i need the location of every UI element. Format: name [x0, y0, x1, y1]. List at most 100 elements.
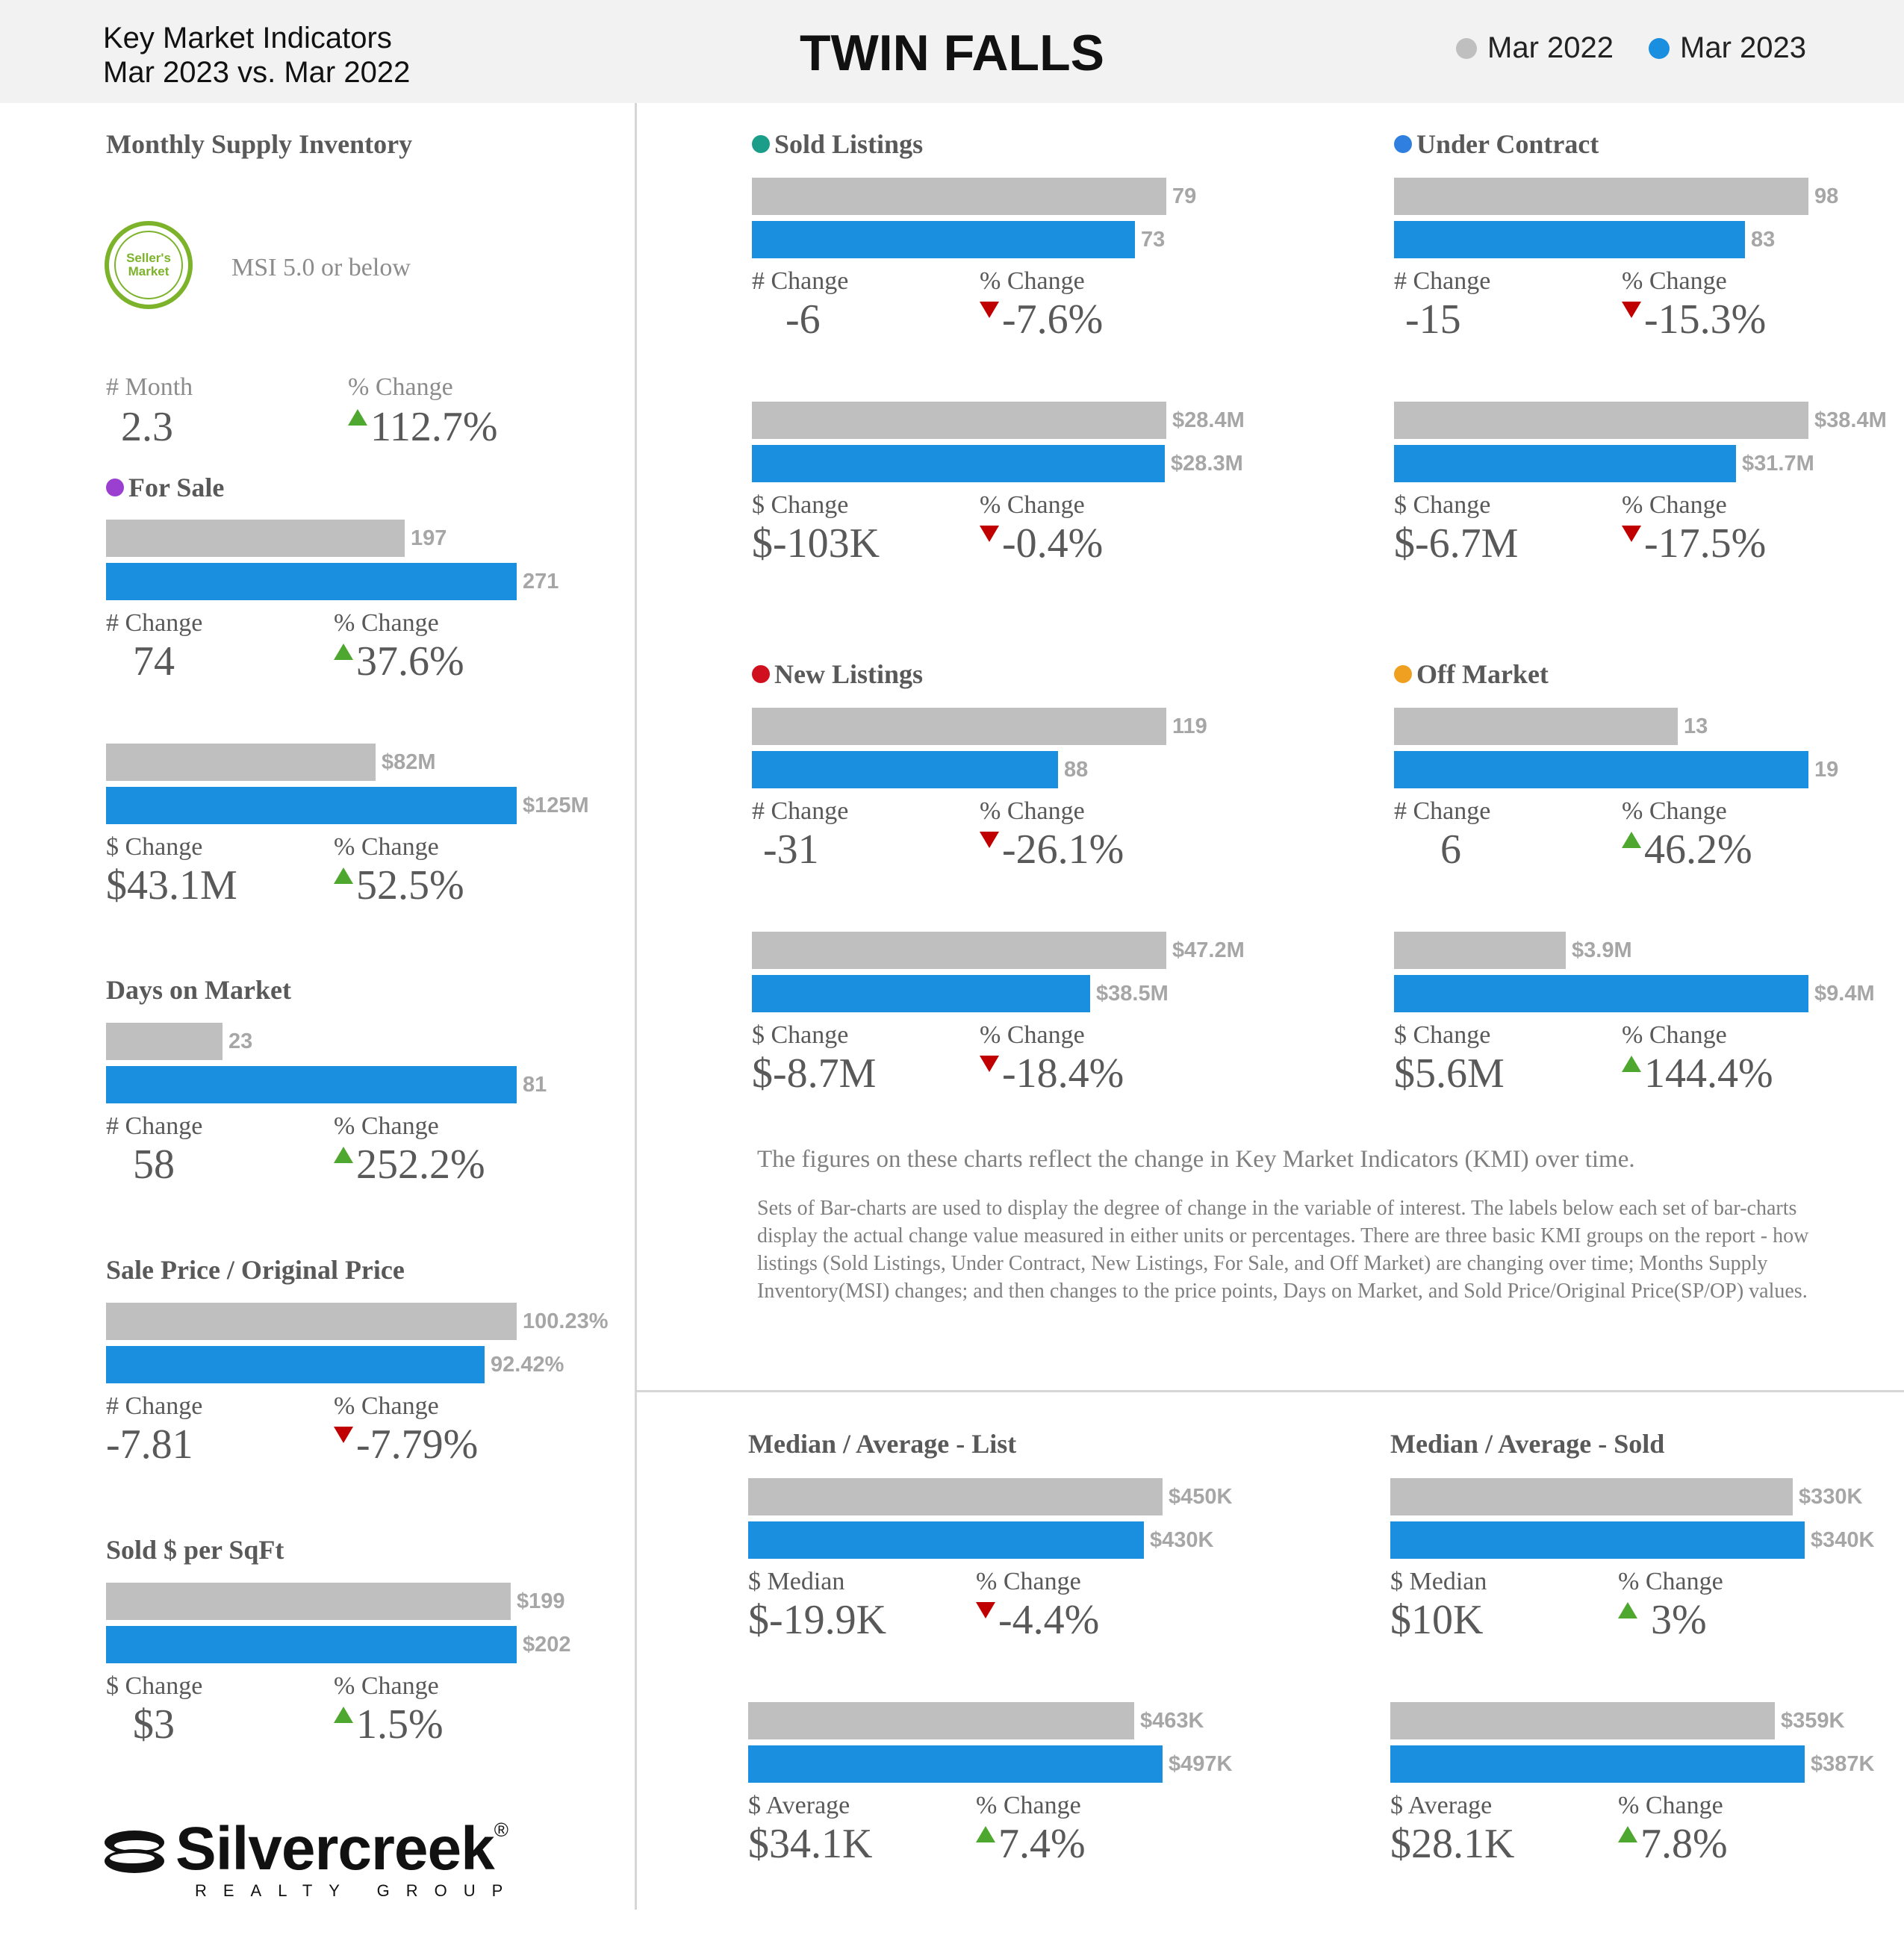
header-bar: Key Market Indicators Mar 2023 vs. Mar 2…: [0, 0, 1904, 103]
new_count-title-dot: [752, 665, 770, 683]
sold_average-bar-label-2023: $387K: [1811, 1752, 1875, 1776]
days_on_market-bar-label-2023: 81: [523, 1073, 547, 1097]
list_median-bar-label-2022: $450K: [1169, 1485, 1233, 1509]
for_sale_count-bar-label-2022: 197: [411, 526, 447, 550]
sp_op-pct-value: -7.79%: [334, 1421, 478, 1468]
new_volume-pct-text: -18.4%: [1002, 1050, 1124, 1097]
list_median-pct-text: -4.4%: [998, 1597, 1100, 1643]
up-triangle-icon: [976, 1826, 995, 1842]
sold_median-pct-value: 3%: [1618, 1596, 1707, 1644]
up-triangle-icon: [334, 1707, 353, 1723]
new_count-bar-label-2023: 88: [1064, 758, 1089, 782]
days_on_market-pct-value: 252.2%: [334, 1141, 485, 1188]
new_volume-bar-label-2023: $38.5M: [1096, 982, 1169, 1006]
uc_volume-bar-label-2023: $31.7M: [1742, 452, 1814, 476]
sold_median-bar-label-2023: $340K: [1811, 1528, 1875, 1552]
days_on_market-bar-2023: [106, 1066, 517, 1103]
list_median-pct-value: -4.4%: [976, 1596, 1099, 1644]
legend-dot-2022: [1456, 37, 1477, 59]
sp_op-bar-2022: [106, 1303, 517, 1340]
off_volume-change-value: $5.6M: [1394, 1050, 1505, 1097]
for_sale_volume-bar-label-2023: $125M: [523, 794, 589, 817]
days_on_market-change-label: # Change: [106, 1112, 203, 1140]
sold_median-pct-label: % Change: [1618, 1568, 1723, 1595]
list_average-change-label: $ Average: [748, 1792, 850, 1819]
off_count-title-text: Off Market: [1416, 659, 1549, 689]
uc_volume-change-value: $-6.7M: [1394, 520, 1519, 567]
msi-pct-value: 112.7%: [348, 403, 498, 451]
msi-pct-label: % Change: [348, 373, 453, 401]
list_median-title: Median / Average - List: [748, 1428, 1016, 1459]
uc_count-change-value: -15: [1405, 296, 1461, 343]
sold_median-title-text: Median / Average - Sold: [1390, 1429, 1665, 1459]
page-title: TWIN FALLS: [800, 25, 1104, 81]
notes-paragraph: Sets of Bar-charts are used to display t…: [757, 1197, 1809, 1303]
for_sale_count-pct-label: % Change: [334, 609, 439, 637]
msi-title: Monthly Supply Inventory: [106, 129, 413, 159]
off_volume-pct-label: % Change: [1622, 1021, 1727, 1049]
list_average-bar-2023: [748, 1745, 1163, 1783]
list_average-pct-value: 7.4%: [976, 1820, 1086, 1868]
badge-line2: Market: [128, 264, 169, 278]
sold_count-title-text: Sold Listings: [774, 129, 924, 159]
list_average-bar-label-2022: $463K: [1140, 1709, 1204, 1733]
sold_volume-bar-2023: [752, 445, 1165, 482]
off_count-change-label: # Change: [1394, 797, 1491, 825]
report-subtitle-line2: Mar 2023 vs. Mar 2022: [103, 56, 411, 89]
sold_median-change-value: $10K: [1390, 1597, 1484, 1643]
uc_volume-pct-text: -17.5%: [1644, 520, 1767, 567]
for_sale_count-change-value: 74: [133, 638, 175, 685]
new_volume-bar-label-2022: $47.2M: [1172, 938, 1245, 962]
for_sale_volume-pct-label: % Change: [334, 833, 439, 861]
sold_volume-change-label: $ Change: [752, 491, 849, 519]
sold_median-pct-text: 3%: [1640, 1597, 1707, 1643]
new_count-title-text: New Listings: [774, 659, 924, 689]
down-triangle-icon: [334, 1427, 353, 1443]
notes-headline: The figures on these charts reflect the …: [757, 1146, 1635, 1173]
uc_volume-bar-2022: [1394, 402, 1808, 439]
sp_op-pct-label: % Change: [334, 1392, 439, 1420]
off_count-title-dot: [1394, 665, 1412, 683]
for_sale_count-bar-2022: [106, 520, 405, 557]
msi-month-label: # Month: [106, 373, 193, 401]
uc_volume-change-label: $ Change: [1394, 491, 1491, 519]
uc_count-title-text: Under Contract: [1416, 129, 1599, 159]
sold_average-pct-text: 7.8%: [1640, 1821, 1728, 1867]
uc_volume-bar-2023: [1394, 445, 1736, 482]
for_sale_volume-change-label: $ Change: [106, 833, 203, 861]
days_on_market-bar-label-2022: 23: [228, 1029, 253, 1053]
sp_op-bar-label-2022: 100.23%: [523, 1309, 609, 1333]
msi-criteria-text: MSI 5.0 or below: [231, 254, 411, 281]
sp_op-title-text: Sale Price / Original Price: [106, 1255, 405, 1285]
for_sale_count-title-text: For Sale: [128, 473, 225, 502]
sold_median-bar-2023: [1390, 1521, 1805, 1559]
report-subtitle-line1: Key Market Indicators: [103, 22, 392, 54]
new_volume-bar-2023: [752, 975, 1090, 1012]
sold_count-bar-2023: [752, 221, 1135, 258]
new_volume-bar-2022: [752, 932, 1166, 969]
uc_volume-pct-label: % Change: [1622, 491, 1727, 519]
up-triangle-icon: [334, 867, 353, 884]
off_count-change-value: 6: [1440, 826, 1461, 873]
sold_volume-bar-label-2023: $28.3M: [1171, 452, 1243, 476]
sold_count-bar-label-2022: 79: [1172, 184, 1197, 208]
days_on_market-pct-text: 252.2%: [356, 1141, 485, 1188]
for_sale_volume-bar-label-2022: $82M: [382, 750, 436, 774]
legend-dot-2023: [1649, 37, 1670, 59]
sold_sqft-title-text: Sold $ per SqFt: [106, 1535, 284, 1565]
uc_count-bar-label-2023: 83: [1751, 228, 1776, 252]
section-divider: [637, 1390, 1904, 1392]
new_volume-pct-label: % Change: [980, 1021, 1085, 1049]
list_median-pct-label: % Change: [976, 1568, 1081, 1595]
sold_median-change-label: $ Median: [1390, 1568, 1487, 1595]
off_volume-pct-value: 144.4%: [1622, 1050, 1773, 1097]
sold_average-pct-value: 7.8%: [1618, 1820, 1728, 1868]
legend-label-2022: Mar 2022: [1487, 31, 1614, 64]
sold_count-title-dot: [752, 135, 770, 153]
days_on_market-bar-2022: [106, 1023, 223, 1060]
badge-line1: Seller's: [126, 251, 171, 265]
list_median-change-label: $ Median: [748, 1568, 845, 1595]
sold_sqft-change-value: $3: [133, 1701, 175, 1748]
new_volume-pct-value: -18.4%: [980, 1050, 1124, 1097]
sold_count-title: Sold Listings: [752, 128, 923, 160]
